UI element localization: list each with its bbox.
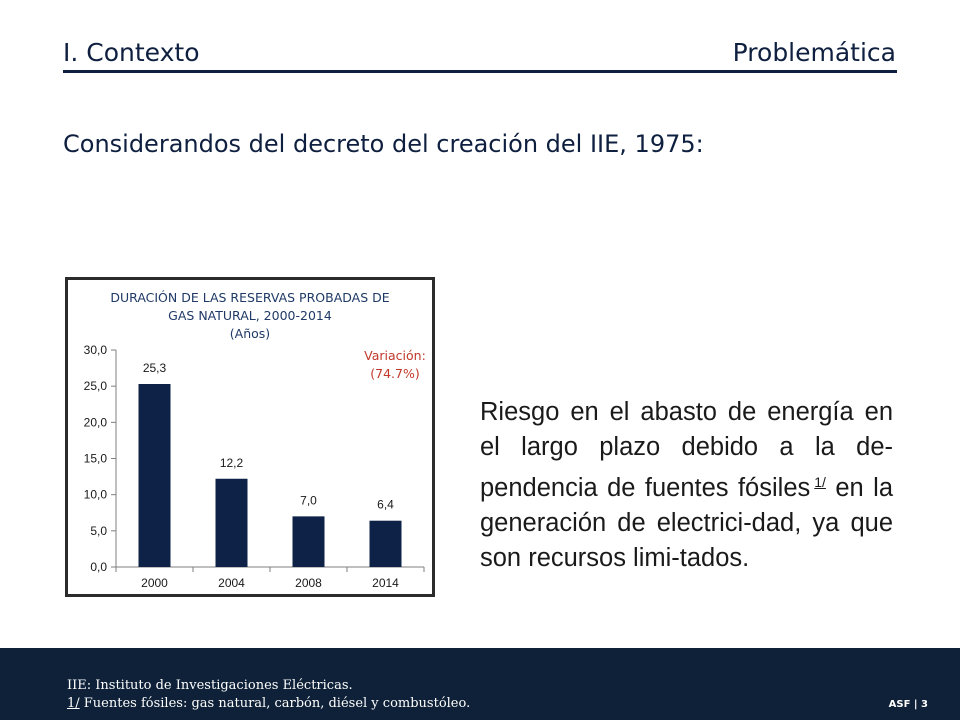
variation-label: Variación: — [364, 348, 426, 363]
chart-unit-label: (Años) — [230, 326, 270, 341]
bar-2000 — [138, 383, 171, 567]
bar-value-label: 12,2 — [220, 456, 244, 470]
footnote-fossil: 1/ Fuentes fósiles: gas natural, carbón,… — [67, 696, 470, 711]
bar-value-label: 7,0 — [300, 493, 317, 507]
y-tick-label: 10,0 — [84, 488, 108, 502]
x-tick-label: 2004 — [218, 576, 245, 590]
chart-title-line-1: DURACIÓN DE LAS RESERVAS PROBADAS DE — [110, 290, 389, 305]
x-tick-label: 2014 — [372, 576, 399, 590]
y-tick-label: 30,0 — [84, 343, 108, 357]
footnote-ref[interactable]: 1/ — [814, 474, 826, 490]
footnote-iie: IIE: Instituto de Investigaciones Eléctr… — [67, 678, 353, 693]
variation-value: (74.7%) — [370, 366, 419, 381]
x-tick-label: 2000 — [141, 576, 168, 590]
reserves-chart-svg: DURACIÓN DE LAS RESERVAS PROBADAS DE GAS … — [84, 290, 426, 590]
page-brand: ASF | 3 — [888, 699, 928, 710]
y-tick-label: 0,0 — [90, 560, 107, 574]
reserves-chart: DURACIÓN DE LAS RESERVAS PROBADAS DE GAS … — [65, 277, 435, 597]
footnote-fossil-ref: 1/ — [67, 696, 80, 711]
bar-2014 — [369, 520, 402, 567]
y-tick-label: 25,0 — [84, 379, 108, 393]
header-divider — [63, 70, 897, 73]
bar-value-label: 25,3 — [143, 361, 167, 375]
body-text: Riesgo en el abasto de energía en el lar… — [480, 398, 893, 502]
footer-bar: IIE: Instituto de Investigaciones Eléctr… — [0, 648, 960, 720]
y-tick-label: 15,0 — [84, 452, 108, 466]
body-paragraph: Riesgo en el abasto de energía en el lar… — [480, 395, 893, 576]
bar-value-label: 6,4 — [377, 498, 394, 512]
topic-title: Problemática — [732, 38, 896, 67]
body-text-after: en la generación de electrici-dad, ya qu… — [480, 474, 894, 572]
chart-title-line-2: GAS NATURAL, 2000-2014 — [168, 308, 332, 323]
slide-subtitle: Considerandos del decreto del creación d… — [63, 130, 704, 158]
y-tick-label: 5,0 — [90, 524, 107, 538]
footnote-fossil-text: Fuentes fósiles: gas natural, carbón, di… — [79, 696, 471, 711]
bar-2008 — [292, 516, 325, 567]
section-title: I. Contexto — [63, 38, 200, 67]
bar-2004 — [215, 478, 248, 567]
x-tick-label: 2008 — [295, 576, 322, 590]
y-tick-label: 20,0 — [84, 415, 108, 429]
